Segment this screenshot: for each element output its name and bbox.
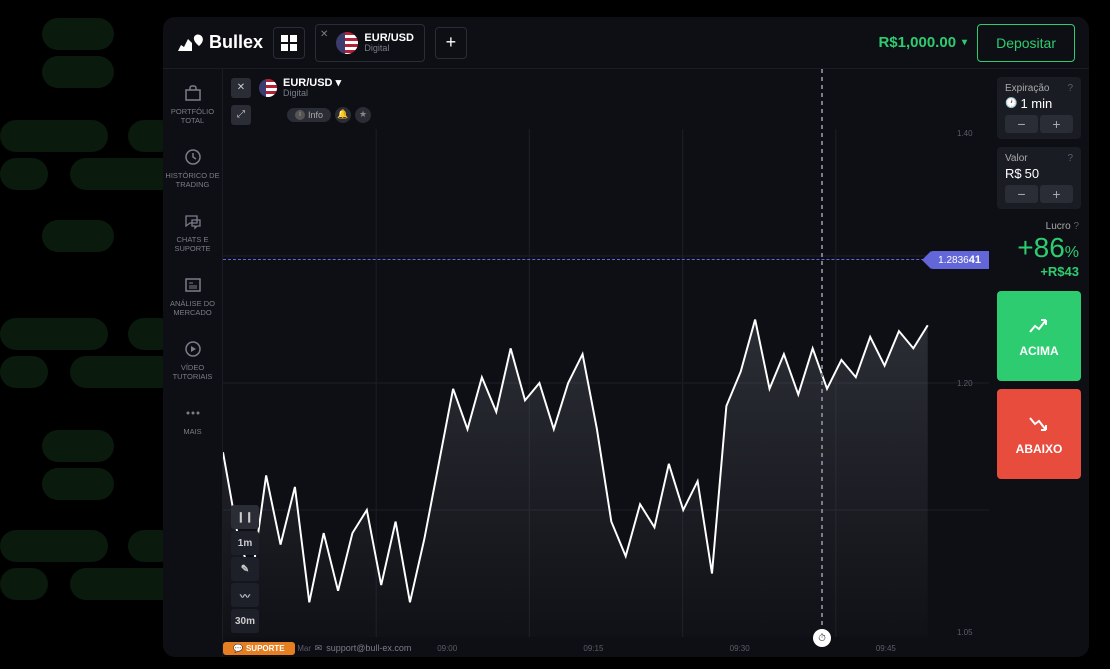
amount-decrease[interactable]: − — [1005, 185, 1038, 203]
main-area: PORTFÓLIO TOTAL HISTÓRICO DE TRADING CHA… — [163, 69, 1089, 657]
buy-down-button[interactable]: ABAIXO — [997, 389, 1081, 479]
chart-tool-draw[interactable]: ✎ — [231, 557, 259, 581]
sidebar-item-label: HISTÓRICO DE TRADING — [163, 171, 222, 189]
brand-logo: Bullex — [177, 32, 263, 53]
top-bar: Bullex ✕ EUR/USD Digital + R$1,000.00 ▾ — [163, 17, 1089, 69]
x-tick: 09:00 — [437, 644, 457, 653]
profit-section: Lucro ? +86% +R$43 — [997, 217, 1081, 283]
sidebar-item-chats[interactable]: CHATS E SUPORTE — [163, 207, 222, 257]
sidebar-item-analysis[interactable]: ANÁLISE DO MERCADO — [163, 271, 222, 321]
up-label: ACIMA — [1019, 344, 1058, 358]
current-price-line — [223, 259, 989, 260]
sidebar-item-label: ANÁLISE DO MERCADO — [163, 299, 222, 317]
chart-asset-selector[interactable]: EUR/USD ▾ Digital — [259, 77, 341, 99]
sidebar-item-label: CHATS E SUPORTE — [163, 235, 222, 253]
sidebar-item-history[interactable]: HISTÓRICO DE TRADING — [163, 143, 222, 193]
expiry-increase[interactable]: + — [1040, 115, 1073, 133]
x-tick: 09:45 — [876, 644, 896, 653]
profit-label: Lucro ? — [999, 221, 1079, 232]
close-chart-button[interactable]: ✕ — [231, 78, 251, 98]
trend-down-icon — [1027, 412, 1051, 436]
flag-icon — [259, 79, 277, 97]
briefcase-icon — [183, 83, 203, 103]
profit-amount: +R$43 — [999, 264, 1079, 279]
chevron-down-icon: ▾ — [962, 37, 967, 48]
price-prefix: 1.2836 — [938, 255, 969, 266]
asset-name: EUR/USD — [364, 32, 414, 44]
info-button[interactable]: iInfo — [287, 108, 331, 122]
expiry-value: 🕐1 min — [1005, 96, 1073, 111]
chart-header: ✕ EUR/USD ▾ Digital ⤢ iInfo 🔔 ★ — [231, 77, 371, 125]
chat-icon — [183, 211, 203, 231]
chart-tool-indicator[interactable]: 〰 — [231, 583, 259, 607]
help-icon[interactable]: ? — [1067, 83, 1073, 94]
background-decoration — [0, 0, 170, 669]
close-tab-icon[interactable]: ✕ — [320, 29, 328, 40]
deposit-button[interactable]: Depositar — [977, 24, 1075, 62]
more-icon — [183, 403, 203, 423]
expiry-decrease[interactable]: − — [1005, 115, 1038, 133]
account-balance[interactable]: R$1,000.00 ▾ — [878, 34, 967, 51]
y-axis: 1.40 1.20 1.05 — [957, 129, 987, 637]
expiry-line — [821, 69, 823, 637]
trade-panel: Expiração ? 🕐1 min − + Valor ? R$ 50 − + — [989, 69, 1089, 657]
sidebar-item-portfolio[interactable]: PORTFÓLIO TOTAL — [163, 79, 222, 129]
layout-grid-button[interactable] — [273, 27, 305, 59]
fullscreen-button[interactable]: ⤢ — [231, 105, 251, 125]
sidebar-item-label: PORTFÓLIO TOTAL — [163, 107, 222, 125]
sidebar-item-more[interactable]: MAIS — [163, 399, 222, 440]
clock-icon: 🕐 — [1005, 98, 1017, 109]
amount-label: Valor — [1005, 153, 1028, 164]
chart-tool-candle[interactable]: ❙❙ — [231, 505, 259, 529]
price-suffix: 41 — [969, 254, 981, 266]
expiry-box: Expiração ? 🕐1 min − + — [997, 77, 1081, 139]
plus-icon: + — [446, 32, 457, 53]
x-tick: 09:15 — [583, 644, 603, 653]
x-tick: 09:30 — [730, 644, 750, 653]
play-icon — [183, 339, 203, 359]
grid-icon — [280, 34, 298, 52]
sidebar-item-label: VÍDEO TUTORIAIS — [163, 363, 222, 381]
sidebar: PORTFÓLIO TOTAL HISTÓRICO DE TRADING CHA… — [163, 69, 223, 657]
y-tick: 1.20 — [957, 379, 987, 388]
y-tick: 1.05 — [957, 628, 987, 637]
brand-name: Bullex — [209, 32, 263, 53]
trend-up-icon — [1027, 314, 1051, 338]
current-price-tag: 1.283641 — [930, 251, 989, 269]
support-email[interactable]: ✉ support@bull-ex.com — [315, 643, 412, 654]
price-chart[interactable] — [223, 129, 989, 637]
chart-asset-type: Digital — [283, 89, 341, 99]
history-icon — [183, 147, 203, 167]
asset-type: Digital — [364, 44, 414, 54]
support-button[interactable]: 💬 SUPORTE — [223, 642, 295, 655]
chart-area: ✕ EUR/USD ▾ Digital ⤢ iInfo 🔔 ★ — [223, 69, 989, 657]
logo-icon — [177, 33, 205, 53]
chart-tools: ❙❙1m✎〰30m — [231, 505, 259, 633]
news-icon — [183, 275, 203, 295]
favorite-button[interactable]: ★ — [355, 107, 371, 123]
amount-value: R$ 50 — [1005, 166, 1073, 181]
expiry-marker: ⏱ — [813, 629, 831, 647]
buy-up-button[interactable]: ACIMA — [997, 291, 1081, 381]
add-tab-button[interactable]: + — [435, 27, 467, 59]
sidebar-item-tutorials[interactable]: VÍDEO TUTORIAIS — [163, 335, 222, 385]
expiry-label: Expiração — [1005, 83, 1049, 94]
help-icon[interactable]: ? — [1067, 153, 1073, 164]
footer: 💬 SUPORTE ✉ support@bull-ex.com — [223, 639, 411, 657]
alert-button[interactable]: 🔔 — [335, 107, 351, 123]
amount-box: Valor ? R$ 50 − + — [997, 147, 1081, 209]
asset-info: EUR/USD Digital — [364, 32, 414, 54]
profit-percent: +86% — [999, 232, 1079, 264]
amount-increase[interactable]: + — [1040, 185, 1073, 203]
app-window: Bullex ✕ EUR/USD Digital + R$1,000.00 ▾ — [163, 17, 1089, 657]
balance-value: R$1,000.00 — [878, 34, 956, 51]
chart-tool-tf-1m[interactable]: 1m — [231, 531, 259, 555]
y-tick: 1.40 — [957, 129, 987, 138]
chart-tool-tf-30m[interactable]: 30m — [231, 609, 259, 633]
sidebar-item-label: MAIS — [181, 427, 203, 436]
down-label: ABAIXO — [1016, 442, 1063, 456]
flag-icon — [336, 32, 358, 54]
asset-tab[interactable]: ✕ EUR/USD Digital — [315, 24, 425, 62]
